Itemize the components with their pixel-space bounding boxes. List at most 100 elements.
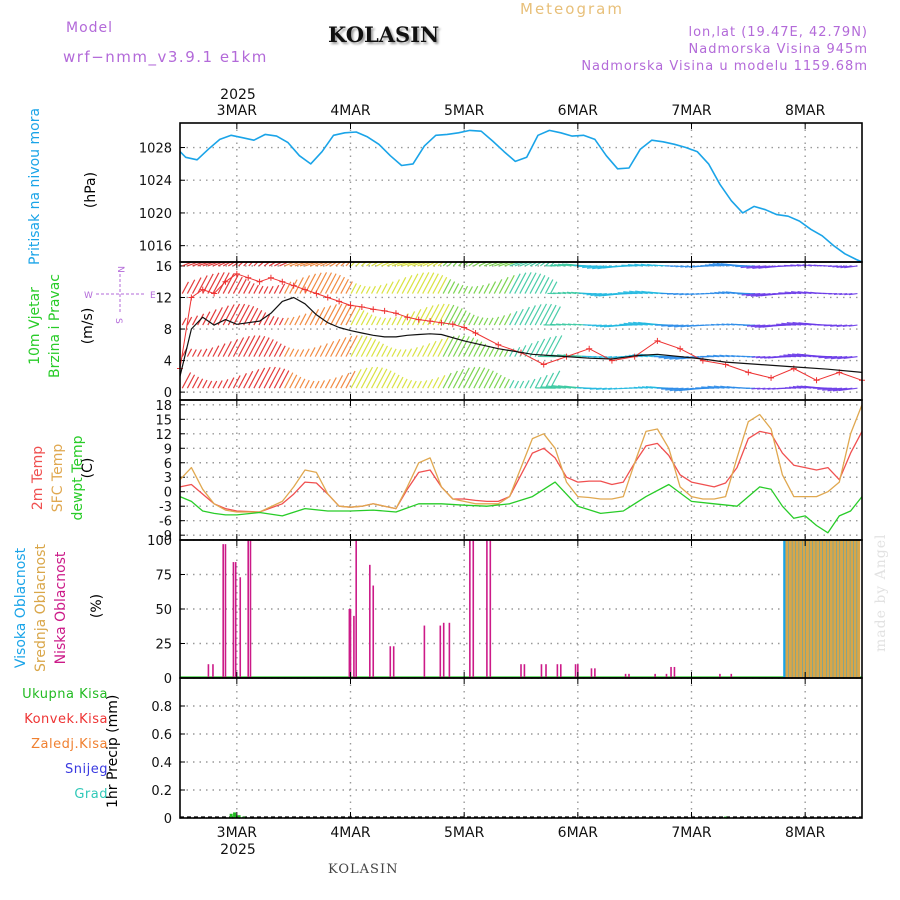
wind-panel: 0 4 8 12 16 xyxy=(155,260,865,401)
wind-speed-line xyxy=(179,296,863,377)
wind-barb xyxy=(442,304,455,326)
wind-barb xyxy=(360,366,374,389)
cloud-bar xyxy=(833,540,837,678)
gust-mark xyxy=(267,274,274,281)
wind-barb xyxy=(422,305,434,326)
pressure-line xyxy=(179,129,863,263)
wind-barb xyxy=(350,335,363,357)
precip-bar xyxy=(229,813,233,818)
wind-barb xyxy=(330,338,341,357)
wind-barb xyxy=(550,335,563,357)
y-tick-label: 9 xyxy=(164,442,172,457)
wind-barb xyxy=(701,386,720,389)
wind-barb xyxy=(248,335,261,357)
wind-barb xyxy=(791,291,807,295)
wind-barb xyxy=(386,281,394,294)
wind-barb xyxy=(253,310,263,326)
wind-barb xyxy=(268,315,275,326)
wind-barb xyxy=(447,306,459,326)
wind-barb xyxy=(750,292,771,297)
cloud-bar xyxy=(850,540,854,678)
wind-barb xyxy=(836,265,848,268)
temperature-frame xyxy=(179,399,863,541)
cloud-bar xyxy=(355,540,357,678)
wind-barb xyxy=(396,376,404,389)
wind-barb xyxy=(181,281,189,294)
wind-barb xyxy=(592,265,613,270)
wind-barb xyxy=(197,275,208,294)
wind-barb xyxy=(552,385,572,389)
wind-barb xyxy=(550,306,561,326)
wind-barb xyxy=(529,304,542,326)
gust-mark xyxy=(358,303,365,310)
wind-barb xyxy=(191,315,199,326)
wind-barb xyxy=(833,292,843,295)
wind-barb xyxy=(422,272,435,294)
cloud-bar xyxy=(224,544,227,678)
cloud-bar xyxy=(624,673,627,678)
wind-barb xyxy=(488,347,495,357)
wind-barb xyxy=(832,265,843,268)
y-tick-label: 0 xyxy=(164,486,172,501)
y-tick-label: 1024 xyxy=(139,174,172,189)
wind-barb xyxy=(844,292,853,296)
wind-barb xyxy=(294,277,304,294)
wind-barb xyxy=(437,337,449,357)
day-label-bottom: 3MAR xyxy=(217,825,258,841)
cloud-bar xyxy=(556,664,559,678)
compass-w-text: W xyxy=(84,291,93,301)
wind-barb xyxy=(202,311,211,326)
wind-barb xyxy=(319,380,326,389)
wind-barb xyxy=(675,265,684,268)
wind-barb xyxy=(340,278,349,294)
wind-barb xyxy=(278,283,286,294)
y-tick-label: 100 xyxy=(147,534,172,549)
wind-barb xyxy=(539,277,550,294)
wind-barb xyxy=(391,279,400,294)
wind-barb xyxy=(842,324,853,328)
wind-barb xyxy=(273,343,282,357)
wind-barb xyxy=(658,356,679,359)
wind-barb xyxy=(437,303,450,326)
wind-barb xyxy=(335,375,344,389)
wind-barb xyxy=(557,263,572,267)
wind-barb xyxy=(447,370,458,389)
wind-barb xyxy=(437,375,446,389)
wind-barb xyxy=(661,387,679,390)
wind-barb xyxy=(483,317,489,326)
wind-barb xyxy=(350,368,362,389)
wind-barb xyxy=(498,276,509,294)
wind-barb xyxy=(719,354,730,358)
wind-barb xyxy=(258,285,264,294)
wind-barb xyxy=(381,317,387,326)
wind-barb xyxy=(708,263,725,267)
cloud-bar xyxy=(523,664,526,678)
wind-barb xyxy=(452,308,463,326)
wind-barb xyxy=(304,379,310,389)
wind-barb xyxy=(539,336,552,357)
gust-mark xyxy=(188,294,195,301)
wind-barb xyxy=(667,324,684,328)
precip-label-hail: Grad xyxy=(74,787,108,802)
wind-barb xyxy=(524,305,536,326)
wind-barb xyxy=(707,385,725,389)
cloud-bar xyxy=(788,540,792,678)
cloud-panel: 0 25 50 75 100 xyxy=(147,534,862,687)
wind-barb xyxy=(534,338,546,357)
wind-barb xyxy=(427,273,439,294)
wind-barb xyxy=(589,387,602,390)
precip-label-snow: Snijeg xyxy=(65,762,108,777)
location-coords: lon,lat (19.47E, 42.79N) xyxy=(688,25,868,40)
wind-barb xyxy=(498,349,504,357)
wind-barb xyxy=(665,387,684,391)
wind-barb xyxy=(594,292,613,297)
y-tick-label: 0 xyxy=(164,672,172,687)
wind-barb xyxy=(319,305,332,326)
wind-barb xyxy=(544,279,554,294)
y-tick-label: -3 xyxy=(159,500,172,515)
wind-barb xyxy=(401,378,408,389)
wind-barb xyxy=(473,367,486,389)
wind-barb xyxy=(468,286,473,294)
cloud-bar xyxy=(559,664,562,678)
wind-barb xyxy=(582,265,602,269)
